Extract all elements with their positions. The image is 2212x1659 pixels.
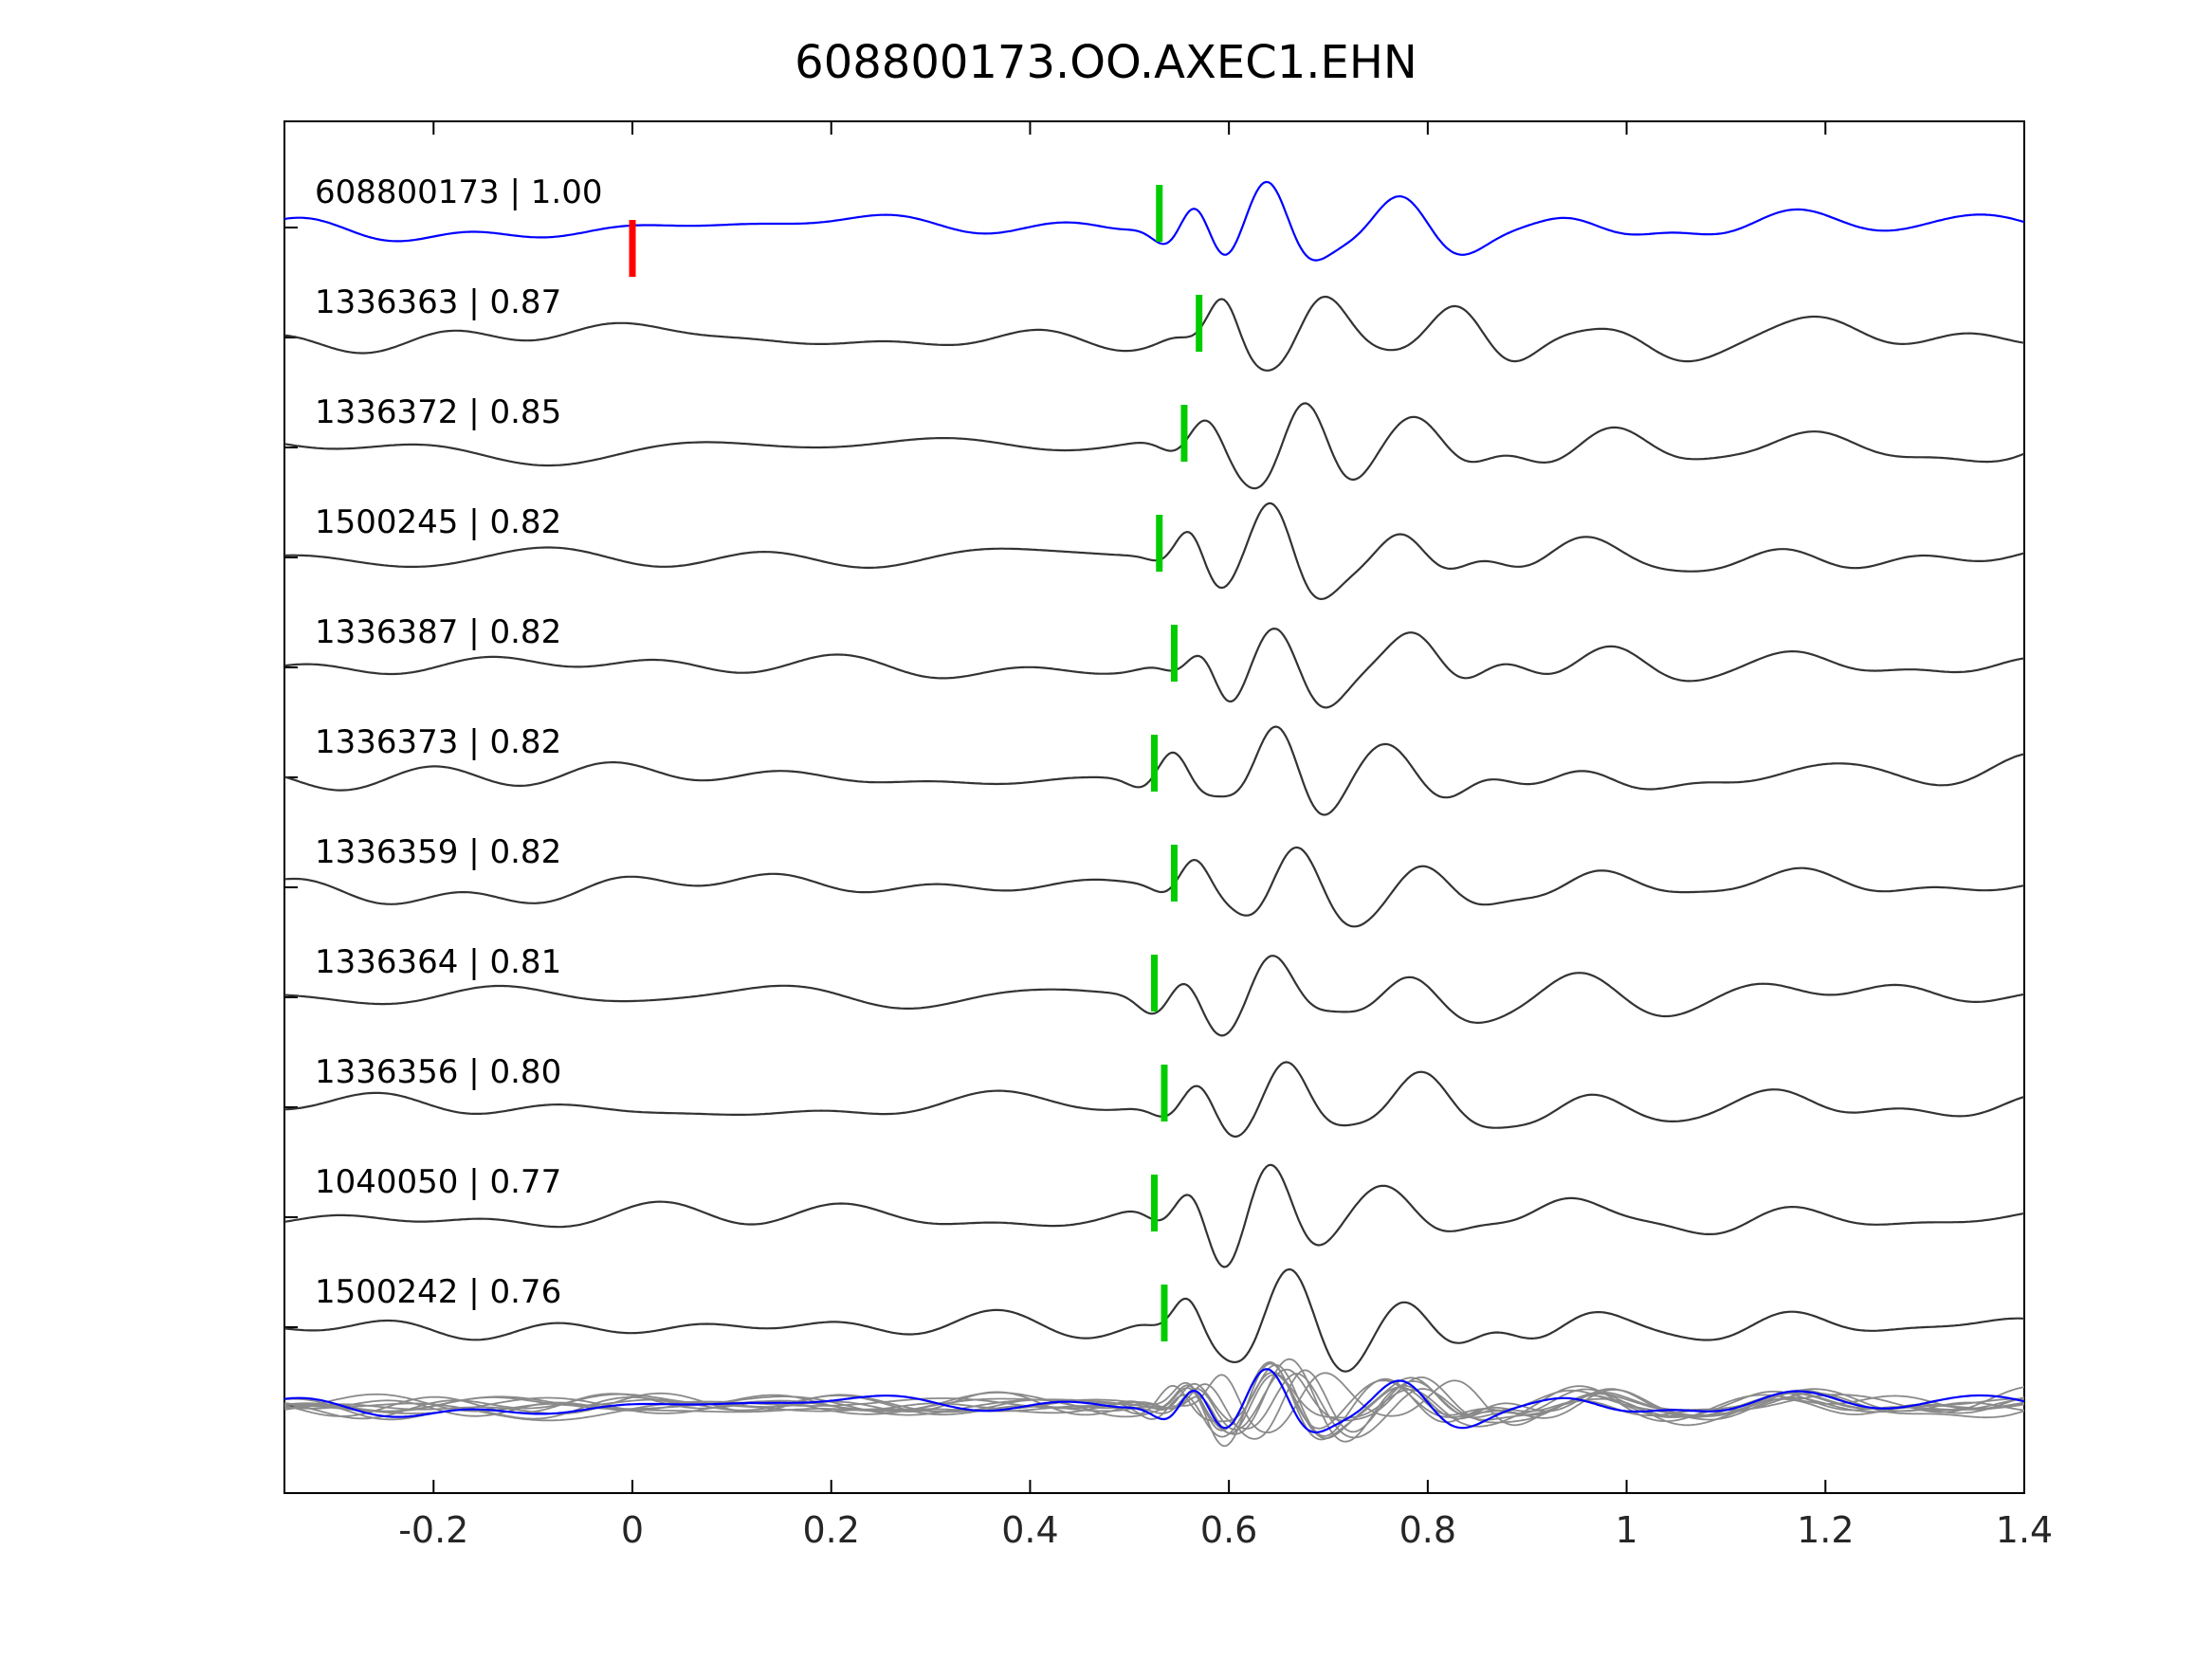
x-tick-label: 1.2 (1797, 1509, 1854, 1551)
x-tick-label: 0.6 (1200, 1509, 1257, 1551)
trace-label: 1336356 | 0.80 (315, 1053, 561, 1091)
trace-label: 1336373 | 0.82 (315, 723, 561, 761)
overlay-template-path (283, 1368, 2025, 1433)
x-tick-label: 0.2 (802, 1509, 859, 1551)
detection-trace-path (283, 846, 2025, 928)
detection-trace-path (283, 1061, 2025, 1138)
detection-trace-path (283, 1267, 2024, 1373)
plot-border (283, 120, 2025, 1494)
detection-trace-path (283, 628, 2025, 709)
trace-label: 1336363 | 0.87 (315, 283, 561, 321)
detection-trace-path (283, 955, 2025, 1037)
detection-trace-path (283, 501, 2025, 600)
trace-label: 1500242 | 0.76 (315, 1273, 561, 1311)
trace-label: 1336359 | 0.82 (315, 833, 561, 871)
x-tick-label: 0 (621, 1509, 644, 1551)
figure-title: 608800173.OO.AXEC1.EHN (795, 36, 1417, 89)
template-trace-path (283, 180, 2025, 262)
trace-label: 1336372 | 0.85 (315, 393, 561, 431)
detection-trace-path (283, 402, 2025, 490)
overlay-trace-path (283, 1358, 2025, 1443)
x-tick-label: 1.4 (1996, 1509, 2053, 1551)
trace-label: 1040050 | 0.77 (315, 1163, 561, 1201)
trace-label: 1336387 | 0.82 (315, 613, 561, 651)
overlay-trace-path (283, 1362, 2025, 1448)
trace-label: 1336364 | 0.81 (315, 943, 561, 981)
detection-trace-path (283, 295, 2025, 372)
x-tick-label: 0.8 (1399, 1509, 1456, 1551)
overlay-trace-path (283, 1371, 2025, 1438)
x-tick-label: 0.4 (1001, 1509, 1058, 1551)
x-tick-label: 1 (1615, 1509, 1637, 1551)
trace-label: 608800173 | 1.00 (315, 173, 602, 211)
x-tick-label: -0.2 (398, 1509, 468, 1551)
trace-label: 1500245 | 0.82 (315, 503, 561, 541)
